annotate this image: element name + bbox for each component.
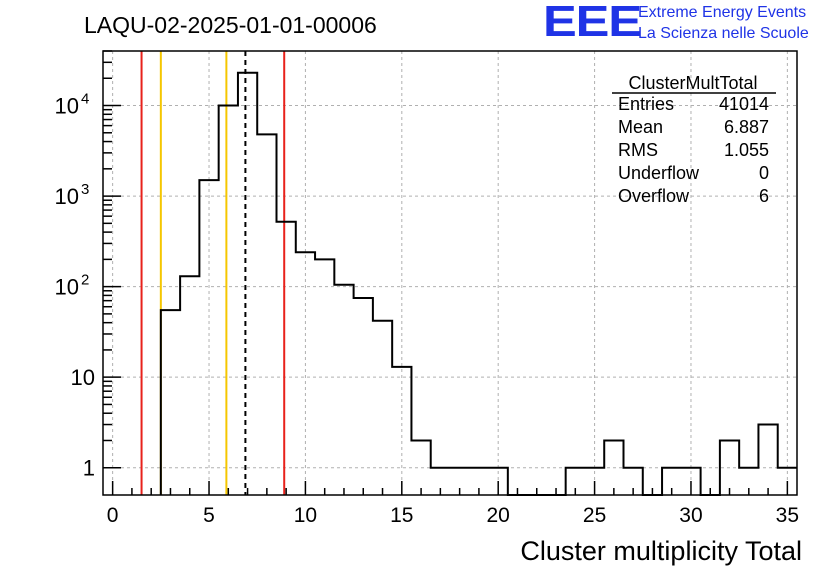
stats-value: 41014 (719, 94, 769, 114)
y-tick-label: 1 (83, 456, 95, 481)
stats-label: Mean (618, 117, 663, 137)
x-tick-label: 0 (107, 504, 119, 527)
plot-frame (102, 50, 798, 496)
y-tick-label: 10 (55, 184, 79, 209)
eee-logo: EEE (543, 0, 642, 46)
stats-label: Underflow (618, 163, 700, 183)
y-tick-exponent: 2 (81, 272, 89, 289)
stats-value: 0 (759, 163, 769, 183)
y-tick-label: 10 (55, 94, 79, 119)
stats-label: Entries (618, 94, 674, 114)
stats-value: 1.055 (724, 140, 769, 160)
chart-title: LAQU-02-2025-01-01-00006 (84, 12, 377, 38)
stats-value: 6 (759, 186, 769, 206)
x-tick-label: 20 (487, 504, 510, 527)
y-tick-label: 10 (71, 365, 95, 390)
x-tick-label: 10 (294, 504, 317, 527)
histogram-outline (159, 71, 797, 496)
stats-box: ClusterMultTotal Entries 41014 Mean 6.887 RM… (612, 73, 776, 206)
y-tick-exponent: 4 (81, 91, 89, 108)
x-tick-label: 5 (203, 504, 215, 527)
axis-ticks (103, 50, 789, 495)
x-tick-labels: 0 5 10 15 20 25 30 35 (107, 504, 799, 527)
stats-label: RMS (618, 140, 658, 160)
x-axis-label: Cluster multiplicity Total (520, 536, 802, 566)
grid-lines (103, 51, 797, 495)
x-tick-label: 15 (390, 504, 413, 527)
x-tick-label: 35 (776, 504, 799, 527)
y-tick-exponent: 3 (81, 181, 89, 198)
x-tick-label: 30 (679, 504, 702, 527)
x-tick-label: 25 (583, 504, 606, 527)
stats-label: Overflow (618, 186, 690, 206)
y-tick-label: 10 (55, 275, 79, 300)
logo-line-1: Extreme Energy Events (638, 4, 807, 21)
stats-value: 6.887 (724, 117, 769, 137)
marker-lines (140, 51, 286, 495)
stats-name: ClusterMultTotal (628, 73, 757, 93)
logo-line-2: La Scienza nelle Scuole (638, 25, 809, 42)
